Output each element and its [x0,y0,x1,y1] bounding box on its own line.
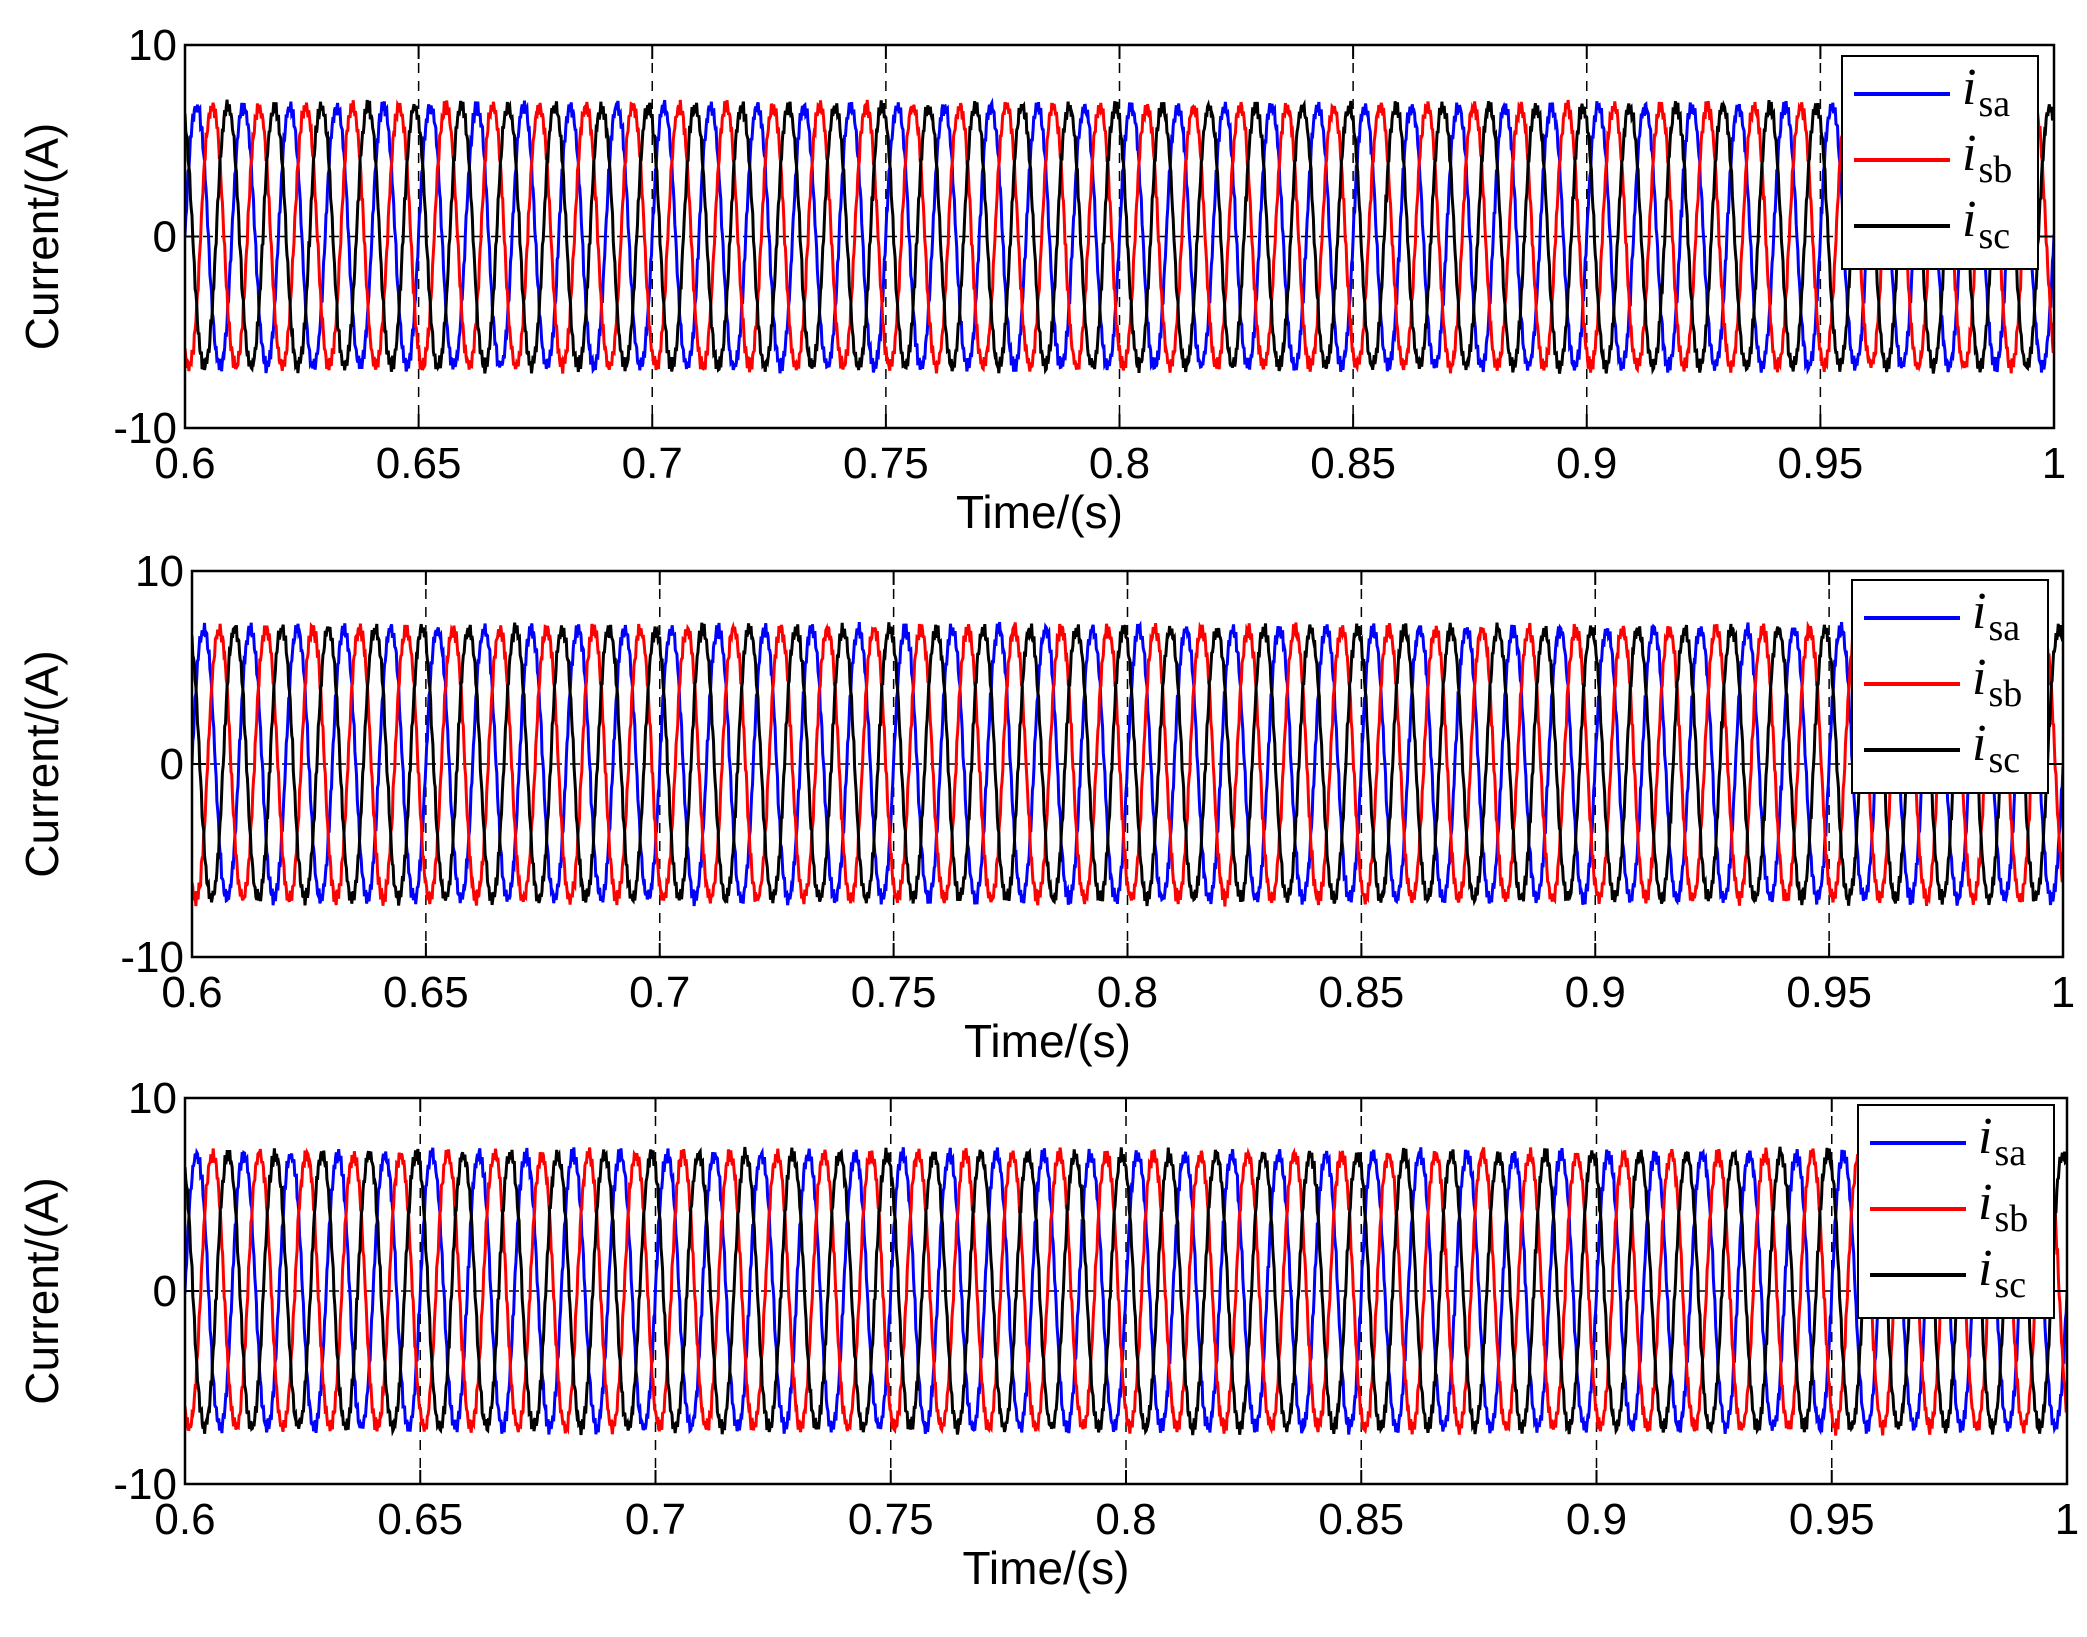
x-tick-label: 0.7 [625,1495,686,1544]
y-tick-label: 0 [160,740,184,789]
series-line-sb [192,620,2063,907]
x-tick-label: 0.95 [1778,439,1864,488]
traces [185,1146,2067,1437]
x-tick-label: 0.75 [851,968,937,1017]
legend-box [1841,55,2039,270]
x-tick-label: 0.8 [1097,968,1158,1017]
legend-label-sa: isa [1972,583,2020,649]
x-axis-label: Time/(s) [963,1542,1130,1594]
x-tick-label: 1 [2042,439,2066,488]
series-line-sc [192,621,2063,907]
y-tick-label: -10 [113,1460,177,1509]
legend-box [1857,1104,2055,1319]
x-tick-label: 0.95 [1786,968,1872,1017]
legend-label-sb: isb [1978,1174,2028,1240]
legend-box [1851,579,2049,794]
x-tick-label: 0.7 [622,439,683,488]
x-tick-label: 1 [2051,968,2075,1017]
legend-label-sc: isc [1978,1240,2026,1306]
x-tick-label: 0.8 [1089,439,1150,488]
traces [192,620,2063,907]
series-line-sa [192,620,2063,907]
series-line-sa [185,1146,2067,1436]
chart-panel-1: 0.6 0.65 0.7 0.75 0.8 0.85 0.9 0.95 1 -10 0 10 Time/… [16,21,2066,538]
x-axis-label: Time/(s) [964,1015,1131,1067]
y-tick-label: 0 [153,213,177,262]
y-tick-label: 10 [128,1074,177,1123]
x-tick-label: 0.85 [1319,968,1405,1017]
y-tick-label: 10 [135,547,184,596]
y-tick-label: 10 [128,21,177,70]
legend-label-sb: isb [1962,125,2012,191]
chart-panel-2: 0.6 0.65 0.7 0.75 0.8 0.85 0.9 0.95 1 -10 0 10 Time/… [16,547,2075,1067]
series-line-sb [185,99,2054,374]
x-tick-label: 0.9 [1565,968,1626,1017]
y-axis-label: Current/(A) [16,650,68,877]
y-axis-label: Current/(A) [16,123,68,350]
legend-label-sa: isa [1962,59,2010,125]
x-tick-label: 0.75 [848,1495,934,1544]
x-tick-label: 0.65 [377,1495,463,1544]
chart-panel-3: 0.6 0.65 0.7 0.75 0.8 0.85 0.9 0.95 1 -10 0 10 Time/… [16,1074,2079,1594]
series-line-sb [185,1146,2067,1436]
x-tick-label: 0.6 [161,968,222,1017]
x-tick-label: 0.9 [1556,439,1617,488]
x-tick-label: 0.6 [154,439,215,488]
x-tick-label: 0.85 [1310,439,1396,488]
x-tick-label: 0.6 [154,1495,215,1544]
x-tick-label: 1 [2055,1495,2079,1544]
legend-label-sc: isc [1962,191,2010,257]
x-tick-label: 0.9 [1566,1495,1627,1544]
traces [185,97,2054,376]
legend-label-sc: isc [1972,715,2020,781]
y-tick-label: -10 [120,933,184,982]
x-tick-label: 0.95 [1789,1495,1875,1544]
x-tick-label: 0.75 [843,439,929,488]
series-line-sc [185,99,2054,376]
x-tick-label: 0.65 [376,439,462,488]
series-line-sa [185,97,2054,375]
x-axis-label: Time/(s) [956,486,1123,538]
x-tick-label: 0.85 [1318,1495,1404,1544]
series-line-sc [185,1146,2067,1437]
x-tick-label: 0.65 [383,968,469,1017]
x-tick-label: 0.7 [629,968,690,1017]
legend-label-sb: isb [1972,649,2022,715]
y-axis-label: Current/(A) [16,1177,68,1404]
y-tick-label: 0 [153,1267,177,1316]
legend-label-sa: isa [1978,1108,2026,1174]
y-tick-label: -10 [113,404,177,453]
x-tick-label: 0.8 [1095,1495,1156,1544]
